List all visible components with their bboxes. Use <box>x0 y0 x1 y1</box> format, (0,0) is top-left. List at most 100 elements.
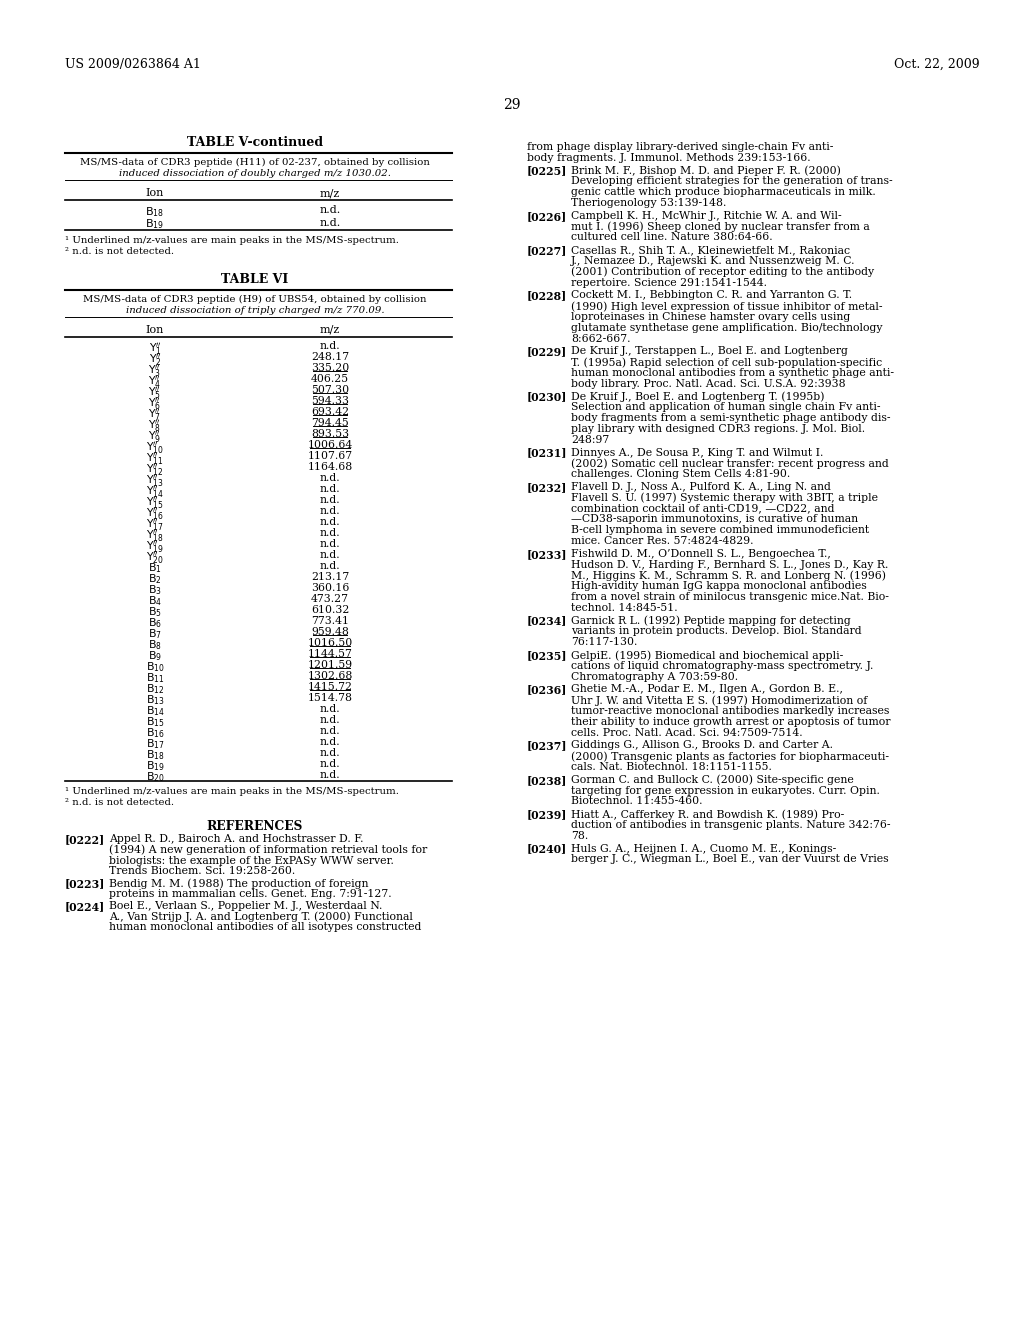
Text: GelpiE. (1995) Biomedical and biochemical appli-: GelpiE. (1995) Biomedical and biochemica… <box>571 649 843 660</box>
Text: [0238]: [0238] <box>527 775 567 785</box>
Text: High-avidity human IgG kappa monoclonal antibodies: High-avidity human IgG kappa monoclonal … <box>571 581 866 591</box>
Text: De Kruif J., Terstappen L., Boel E. and Logtenberg: De Kruif J., Terstappen L., Boel E. and … <box>571 346 848 356</box>
Text: n.d.: n.d. <box>319 484 340 494</box>
Text: genic cattle which produce biopharmaceuticals in milk.: genic cattle which produce biopharmaceut… <box>571 187 876 197</box>
Text: variants in protein products. Develop. Biol. Standard: variants in protein products. Develop. B… <box>571 627 861 636</box>
Text: mice. Cancer Res. 57:4824-4829.: mice. Cancer Res. 57:4824-4829. <box>571 536 754 546</box>
Text: TABLE VI: TABLE VI <box>221 273 289 286</box>
Text: US 2009/0263864 A1: US 2009/0263864 A1 <box>65 58 201 71</box>
Text: combination cocktail of anti-CD19, —CD22, and: combination cocktail of anti-CD19, —CD22… <box>571 504 835 513</box>
Text: $\mathrm{Y^{\prime\prime}_{7}}$: $\mathrm{Y^{\prime\prime}_{7}}$ <box>148 407 162 422</box>
Text: (1990) High level expression of tissue inhibitor of metal-: (1990) High level expression of tissue i… <box>571 301 883 312</box>
Text: targeting for gene expression in eukaryotes. Curr. Opin.: targeting for gene expression in eukaryo… <box>571 785 880 796</box>
Text: n.d.: n.d. <box>319 550 340 560</box>
Text: challenges. Cloning Stem Cells 4:81-90.: challenges. Cloning Stem Cells 4:81-90. <box>571 469 791 479</box>
Text: [0231]: [0231] <box>527 447 567 458</box>
Text: m/z: m/z <box>319 187 340 198</box>
Text: [0237]: [0237] <box>527 741 567 751</box>
Text: Gorman C. and Bullock C. (2000) Site-specific gene: Gorman C. and Bullock C. (2000) Site-spe… <box>571 775 854 785</box>
Text: (2002) Somatic cell nuclear transfer: recent progress and: (2002) Somatic cell nuclear transfer: re… <box>571 458 889 469</box>
Text: induced dissociation of triply charged m/z 770.09.: induced dissociation of triply charged m… <box>126 306 384 315</box>
Text: $\mathrm{Y^{\prime\prime}_{18}}$: $\mathrm{Y^{\prime\prime}_{18}}$ <box>146 528 164 544</box>
Text: human monoclonal antibodies from a synthetic phage anti-: human monoclonal antibodies from a synth… <box>571 368 894 378</box>
Text: Hiatt A., Cafferkey R. and Bowdish K. (1989) Pro-: Hiatt A., Cafferkey R. and Bowdish K. (1… <box>571 809 844 820</box>
Text: Flavell D. J., Noss A., Pulford K. A., Ling N. and: Flavell D. J., Noss A., Pulford K. A., L… <box>571 482 830 492</box>
Text: cations of liquid chromatography-mass spectrometry. J.: cations of liquid chromatography-mass sp… <box>571 661 873 671</box>
Text: $\mathrm{B_{20}}$: $\mathrm{B_{20}}$ <box>145 770 165 784</box>
Text: 773.41: 773.41 <box>311 616 349 626</box>
Text: $\mathrm{Y^{\prime\prime}_{8}}$: $\mathrm{Y^{\prime\prime}_{8}}$ <box>148 418 162 434</box>
Text: M., Higgins K. M., Schramm S. R. and Lonberg N. (1996): M., Higgins K. M., Schramm S. R. and Lon… <box>571 570 886 581</box>
Text: (1994) A new generation of information retrieval tools for: (1994) A new generation of information r… <box>109 845 427 855</box>
Text: $\mathrm{Y^{\prime\prime}_{17}}$: $\mathrm{Y^{\prime\prime}_{17}}$ <box>146 517 164 533</box>
Text: $\mathrm{B_{12}}$: $\mathrm{B_{12}}$ <box>145 682 164 696</box>
Text: [0229]: [0229] <box>527 346 567 358</box>
Text: $\mathrm{B_{19}}$: $\mathrm{B_{19}}$ <box>145 218 165 231</box>
Text: ¹ Underlined m/z-values are main peaks in the MS/MS-spectrum.: ¹ Underlined m/z-values are main peaks i… <box>65 236 399 246</box>
Text: 1201.59: 1201.59 <box>307 660 352 671</box>
Text: body library. Proc. Natl. Acad. Sci. U.S.A. 92:3938: body library. Proc. Natl. Acad. Sci. U.S… <box>571 379 846 389</box>
Text: n.d.: n.d. <box>319 737 340 747</box>
Text: 794.45: 794.45 <box>311 418 349 428</box>
Text: 213.17: 213.17 <box>311 572 349 582</box>
Text: body fragments. J. Immunol. Methods 239:153-166.: body fragments. J. Immunol. Methods 239:… <box>527 153 811 162</box>
Text: human monoclonal antibodies of all isotypes constructed: human monoclonal antibodies of all isoty… <box>109 923 421 932</box>
Text: cals. Nat. Biotechnol. 18:1151-1155.: cals. Nat. Biotechnol. 18:1151-1155. <box>571 762 772 772</box>
Text: $\mathrm{B_{9}}$: $\mathrm{B_{9}}$ <box>148 649 162 663</box>
Text: biologists: the example of the ExPASy WWW server.: biologists: the example of the ExPASy WW… <box>109 855 394 866</box>
Text: 29: 29 <box>503 98 521 112</box>
Text: n.d.: n.d. <box>319 495 340 506</box>
Text: $\mathrm{Y^{\prime\prime}_{6}}$: $\mathrm{Y^{\prime\prime}_{6}}$ <box>148 396 162 412</box>
Text: REFERENCES: REFERENCES <box>207 820 303 833</box>
Text: ² n.d. is not detected.: ² n.d. is not detected. <box>65 247 174 256</box>
Text: $\mathrm{Y^{\prime\prime}_{3}}$: $\mathrm{Y^{\prime\prime}_{3}}$ <box>148 363 162 379</box>
Text: n.d.: n.d. <box>319 704 340 714</box>
Text: mut I. (1996) Sheep cloned by nuclear transfer from a: mut I. (1996) Sheep cloned by nuclear tr… <box>571 222 869 232</box>
Text: [0226]: [0226] <box>527 211 567 222</box>
Text: $\mathrm{Y^{\prime\prime}_{10}}$: $\mathrm{Y^{\prime\prime}_{10}}$ <box>146 440 164 455</box>
Text: [0228]: [0228] <box>527 290 567 301</box>
Text: Flavell S. U. (1997) Systemic therapy with 3BIT, a triple: Flavell S. U. (1997) Systemic therapy wi… <box>571 492 878 503</box>
Text: n.d.: n.d. <box>319 528 340 539</box>
Text: n.d.: n.d. <box>319 726 340 737</box>
Text: n.d.: n.d. <box>319 517 340 527</box>
Text: [0230]: [0230] <box>527 392 567 403</box>
Text: $\mathrm{B_{3}}$: $\mathrm{B_{3}}$ <box>148 583 162 597</box>
Text: glutamate synthetase gene amplification. Bio/technology: glutamate synthetase gene amplification.… <box>571 323 883 333</box>
Text: 693.42: 693.42 <box>311 407 349 417</box>
Text: $\mathrm{Y^{\prime\prime}_{5}}$: $\mathrm{Y^{\prime\prime}_{5}}$ <box>148 385 162 401</box>
Text: n.d.: n.d. <box>319 539 340 549</box>
Text: Chromatography A 703:59-80.: Chromatography A 703:59-80. <box>571 672 738 681</box>
Text: 8:662-667.: 8:662-667. <box>571 334 631 343</box>
Text: $\mathrm{B_{14}}$: $\mathrm{B_{14}}$ <box>145 704 165 718</box>
Text: cultured cell line. Nature 380:64-66.: cultured cell line. Nature 380:64-66. <box>571 232 773 243</box>
Text: $\mathrm{B_{17}}$: $\mathrm{B_{17}}$ <box>145 737 164 751</box>
Text: $\mathrm{Y^{\prime\prime}_{20}}$: $\mathrm{Y^{\prime\prime}_{20}}$ <box>146 550 164 566</box>
Text: TABLE V-continued: TABLE V-continued <box>187 136 323 149</box>
Text: Hudson D. V., Harding F., Bernhard S. L., Jones D., Kay R.: Hudson D. V., Harding F., Bernhard S. L.… <box>571 560 889 570</box>
Text: n.d.: n.d. <box>319 218 341 227</box>
Text: 1302.68: 1302.68 <box>307 671 352 681</box>
Text: play library with designed CDR3 regions. J. Mol. Biol.: play library with designed CDR3 regions.… <box>571 424 865 434</box>
Text: Theriogenology 53:139-148.: Theriogenology 53:139-148. <box>571 198 726 209</box>
Text: 1144.57: 1144.57 <box>307 649 352 659</box>
Text: A., Van Strijp J. A. and Logtenberg T. (2000) Functional: A., Van Strijp J. A. and Logtenberg T. (… <box>109 912 413 923</box>
Text: [0223]: [0223] <box>65 878 105 890</box>
Text: $\mathrm{B_{15}}$: $\mathrm{B_{15}}$ <box>145 715 164 729</box>
Text: $\mathrm{B_{16}}$: $\mathrm{B_{16}}$ <box>145 726 165 739</box>
Text: 406.25: 406.25 <box>311 374 349 384</box>
Text: $\mathrm{B_{2}}$: $\mathrm{B_{2}}$ <box>148 572 162 586</box>
Text: Cockett M. I., Bebbington C. R. and Yarranton G. T.: Cockett M. I., Bebbington C. R. and Yarr… <box>571 290 852 301</box>
Text: [0236]: [0236] <box>527 684 567 696</box>
Text: n.d.: n.d. <box>319 715 340 725</box>
Text: 1415.72: 1415.72 <box>307 682 352 692</box>
Text: Garnick R L. (1992) Peptide mapping for detecting: Garnick R L. (1992) Peptide mapping for … <box>571 615 851 626</box>
Text: n.d.: n.d. <box>319 770 340 780</box>
Text: Ghetie M.-A., Podar E. M., Ilgen A., Gordon B. E.,: Ghetie M.-A., Podar E. M., Ilgen A., Gor… <box>571 684 843 694</box>
Text: Dinnyes A., De Sousa P., King T. and Wilmut I.: Dinnyes A., De Sousa P., King T. and Wil… <box>571 447 823 458</box>
Text: De Kruif J., Boel E. and Logtenberg T. (1995b): De Kruif J., Boel E. and Logtenberg T. (… <box>571 392 824 403</box>
Text: $\mathrm{B_{8}}$: $\mathrm{B_{8}}$ <box>148 638 162 652</box>
Text: $\mathrm{Y^{\prime\prime}_{12}}$: $\mathrm{Y^{\prime\prime}_{12}}$ <box>146 462 164 478</box>
Text: n.d.: n.d. <box>319 473 340 483</box>
Text: repertoire. Science 291:1541-1544.: repertoire. Science 291:1541-1544. <box>571 277 767 288</box>
